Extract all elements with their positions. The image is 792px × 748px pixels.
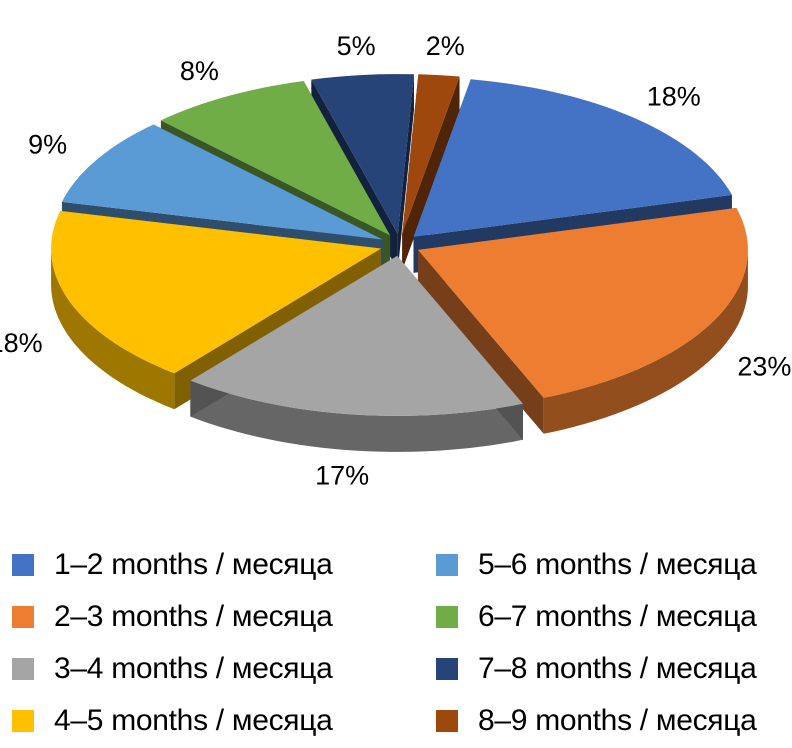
pie-slice-side-4-5-months — [51, 248, 175, 410]
legend-swatch — [436, 554, 458, 576]
data-label-6-7-months: 8% — [180, 56, 219, 86]
data-label-8-9-months: 2% — [426, 31, 465, 61]
data-label-3-4-months: 17% — [315, 460, 369, 490]
data-label-7-8-months: 5% — [337, 31, 376, 61]
pie-slice-6-7-months — [160, 81, 391, 236]
pie-data-labels: 5% 2% 8% 18% 9% 18% 23% 17% — [0, 31, 791, 490]
legend-item-7-8-months: 7–8 months / месяца — [436, 649, 757, 689]
legend-item-1-2-months: 1–2 months / месяца — [12, 545, 333, 585]
legend-item-5-6-months: 5–6 months / месяца — [436, 545, 757, 585]
data-label-5-6-months: 9% — [28, 130, 67, 160]
data-label-2-3-months: 23% — [737, 352, 791, 382]
legend-item-3-4-months: 3–4 months / месяца — [12, 649, 333, 689]
pie-slice-8-9-months — [402, 74, 460, 235]
legend-swatch — [436, 658, 458, 680]
data-label-4-5-months: 18% — [0, 328, 43, 358]
legend-swatch — [436, 606, 458, 628]
pie-slice-1-2-months — [413, 79, 732, 237]
pie-slice-side-2-3-months — [543, 249, 748, 434]
pie-slice-tops — [51, 74, 748, 416]
legend-item-6-7-months: 6–7 months / месяца — [436, 597, 757, 637]
legend-swatch — [436, 710, 458, 732]
pie-slice-side-3-4-months — [190, 380, 523, 452]
pie-slice-2-3-months — [417, 207, 748, 398]
legend-swatch — [12, 710, 34, 732]
pie-slice-3-4-months — [190, 255, 523, 416]
pie-slice-7-8-months — [311, 74, 414, 235]
legend-label: 2–3 months / месяца — [54, 600, 333, 633]
legend-item-2-3-months: 2–3 months / месяца — [12, 597, 333, 637]
pie-slice-face-2-3-months-1 — [417, 249, 544, 434]
pie-slice-face-8-9-months-1 — [402, 76, 460, 271]
pie-slice-4-5-months — [51, 210, 382, 374]
data-label-1-2-months: 18% — [647, 82, 701, 112]
legend-label: 1–2 months / месяца — [54, 548, 333, 581]
legend-label: 5–6 months / месяца — [478, 548, 757, 581]
legend-label: 7–8 months / месяца — [478, 652, 757, 685]
legend-swatch — [12, 606, 34, 628]
chart-legend: 1–2 months / месяца 2–3 months / месяца … — [0, 530, 792, 748]
pie-slice-face-7-8-months-1 — [397, 74, 414, 271]
legend-label: 8–9 months / месяца — [478, 704, 757, 737]
pie-slice-5-6-months — [61, 124, 383, 240]
legend-item-8-9-months: 8–9 months / месяца — [436, 701, 757, 741]
pie-chart: 5% 2% 8% 18% 9% 18% 23% 17% — [0, 31, 791, 490]
legend-label: 3–4 months / месяца — [54, 652, 333, 685]
legend-item-4-5-months: 4–5 months / месяца — [12, 701, 333, 741]
legend-label: 6–7 months / месяца — [478, 600, 757, 633]
legend-label: 4–5 months / месяца — [54, 704, 333, 737]
legend-swatch — [12, 658, 34, 680]
legend-swatch — [12, 554, 34, 576]
